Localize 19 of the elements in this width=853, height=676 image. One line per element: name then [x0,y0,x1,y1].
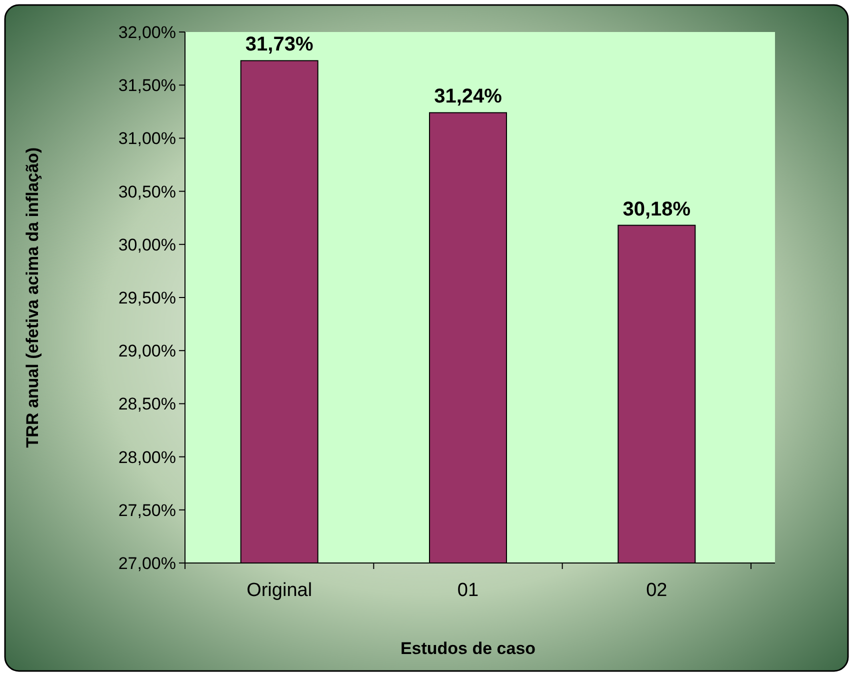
y-tick-label: 32,00% [118,22,176,42]
y-tick-label: 30,50% [118,182,176,202]
x-tick-label: 02 [646,580,668,601]
data-label: 31,24% [434,86,502,108]
y-tick-label: 29,50% [118,288,176,308]
data-label: 31,73% [245,34,314,56]
y-tick-label: 27,50% [118,500,176,520]
y-tick-label: 30,00% [118,235,176,254]
y-tick-label: 31,50% [118,76,176,96]
y-tick-label: 29,00% [118,342,176,361]
y-tick-label: 28,50% [118,394,176,414]
x-axis-title: Estudos de caso [400,639,536,658]
y-axis-title: TRR anual (efetiva acima da inflação) [23,147,42,448]
data-label: 30,18% [622,198,691,220]
x-tick-label: Original [246,580,312,601]
y-tick-label: 27,00% [118,554,176,573]
y-tick-label: 28,00% [118,448,176,467]
y-tick-label: 31,00% [118,129,176,148]
x-tick-label: 01 [457,580,479,601]
